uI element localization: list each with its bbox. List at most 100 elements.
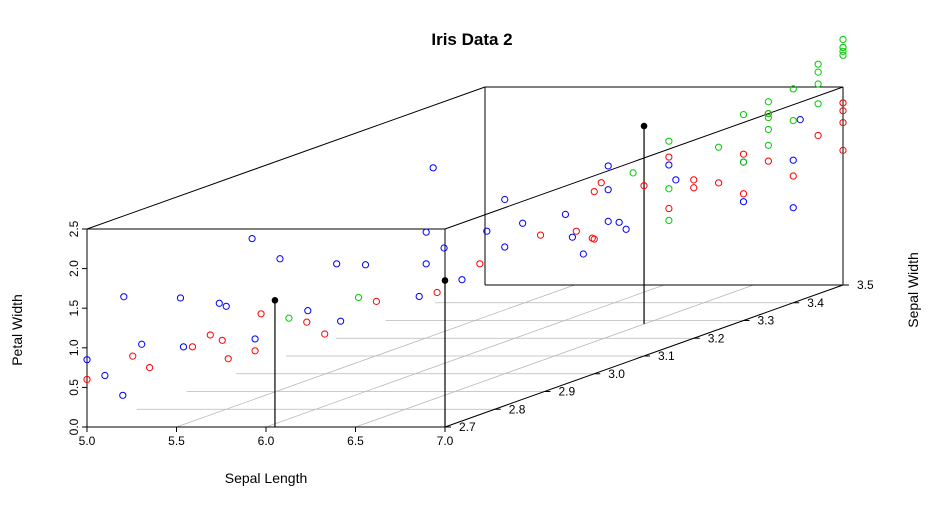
data-point (433, 288, 441, 297)
data-point (814, 131, 822, 140)
data-point (665, 153, 673, 161)
y-axis-label: Petal Width (9, 294, 25, 366)
data-point (222, 302, 230, 310)
data-point (597, 179, 605, 187)
data-point (572, 227, 580, 235)
data-point (814, 68, 822, 76)
highlight-point (640, 122, 648, 130)
data-point (672, 176, 680, 184)
highlight-drop-lines (274, 126, 645, 427)
z-tick-label: 3.4 (807, 296, 824, 310)
data-points (83, 35, 847, 399)
data-point (248, 234, 256, 243)
data-point (119, 391, 127, 399)
data-point (739, 190, 748, 198)
plot-box (86, 86, 844, 428)
data-point (561, 210, 570, 218)
z-tick-label: 3.2 (708, 331, 725, 345)
data-point (120, 293, 128, 301)
z-tick-label: 2.8 (509, 402, 526, 416)
data-point (629, 169, 637, 177)
y-tick-label: 2.0 (67, 260, 81, 277)
data-point (146, 364, 154, 372)
data-point (333, 260, 341, 268)
highlight-point (271, 296, 279, 304)
data-point (622, 225, 630, 233)
y-tick-label: 2.5 (67, 220, 81, 237)
data-point (285, 314, 293, 322)
z-axis-ticks: 2.7 2.8 2.9 3.0 3.1 3.2 3.3 3.4 3.5 (445, 278, 874, 434)
x-tick-label: 6.0 (258, 434, 275, 448)
data-point (429, 164, 437, 172)
data-point (615, 218, 623, 226)
data-point (739, 110, 748, 119)
data-point (814, 60, 822, 68)
data-point (715, 143, 723, 151)
data-point (501, 195, 509, 204)
data-point (276, 255, 284, 263)
data-point (764, 98, 772, 106)
z-axis-label: Sepal Width (905, 252, 921, 327)
data-point (839, 99, 847, 107)
data-point (519, 219, 527, 227)
data-point (251, 335, 259, 343)
highlight-point (441, 277, 449, 284)
data-point (739, 150, 748, 158)
data-point (764, 141, 772, 149)
data-point (796, 116, 804, 124)
x-axis-ticks: 5.0 5.5 6.0 6.5 7.0 (79, 427, 454, 448)
data-point (764, 110, 772, 118)
z-tick-label: 3.5 (857, 278, 874, 292)
data-point (579, 250, 587, 258)
data-point (440, 244, 448, 252)
data-point (458, 276, 466, 284)
data-point (251, 347, 259, 355)
data-point (604, 186, 612, 194)
box-edge (86, 86, 486, 230)
data-point (590, 235, 598, 243)
data-point (337, 317, 345, 325)
data-point (138, 340, 146, 348)
data-point (604, 162, 612, 170)
data-point (690, 176, 698, 184)
data-point (101, 371, 109, 380)
data-point (789, 172, 797, 180)
y-axis-ticks: 0.0 0.5 1.0 1.5 2.0 2.5 (67, 220, 87, 435)
data-point (839, 47, 847, 55)
data-point (321, 330, 329, 338)
data-point (501, 243, 509, 251)
data-point (476, 260, 484, 268)
z-tick-label: 2.7 (459, 420, 476, 434)
z-tick-label: 2.9 (559, 385, 576, 399)
data-point (83, 356, 91, 364)
data-point (665, 161, 673, 169)
data-point (422, 228, 430, 236)
data-point (814, 100, 822, 108)
data-point (839, 35, 847, 44)
chart-title: Iris Data 2 (431, 30, 512, 49)
data-point (839, 51, 847, 59)
data-point (215, 299, 223, 307)
data-point (361, 261, 370, 269)
x-axis-label: Sepal Length (225, 470, 308, 486)
data-point (839, 119, 847, 127)
data-point (415, 292, 423, 301)
data-point (789, 85, 797, 93)
data-point (83, 375, 91, 384)
x-tick-label: 7.0 (437, 434, 454, 448)
data-point (764, 113, 772, 122)
data-point (839, 107, 847, 115)
data-point (839, 43, 847, 52)
z-tick-label: 3.0 (608, 367, 625, 381)
data-point (206, 331, 214, 339)
data-point (715, 179, 723, 187)
x-tick-label: 5.5 (168, 434, 185, 448)
x-tick-label: 6.5 (347, 434, 364, 448)
z-tick-label: 3.3 (758, 314, 775, 328)
data-point (665, 204, 673, 213)
data-point (129, 352, 137, 360)
data-point (764, 157, 772, 165)
data-point (304, 307, 312, 315)
data-point (568, 233, 577, 241)
